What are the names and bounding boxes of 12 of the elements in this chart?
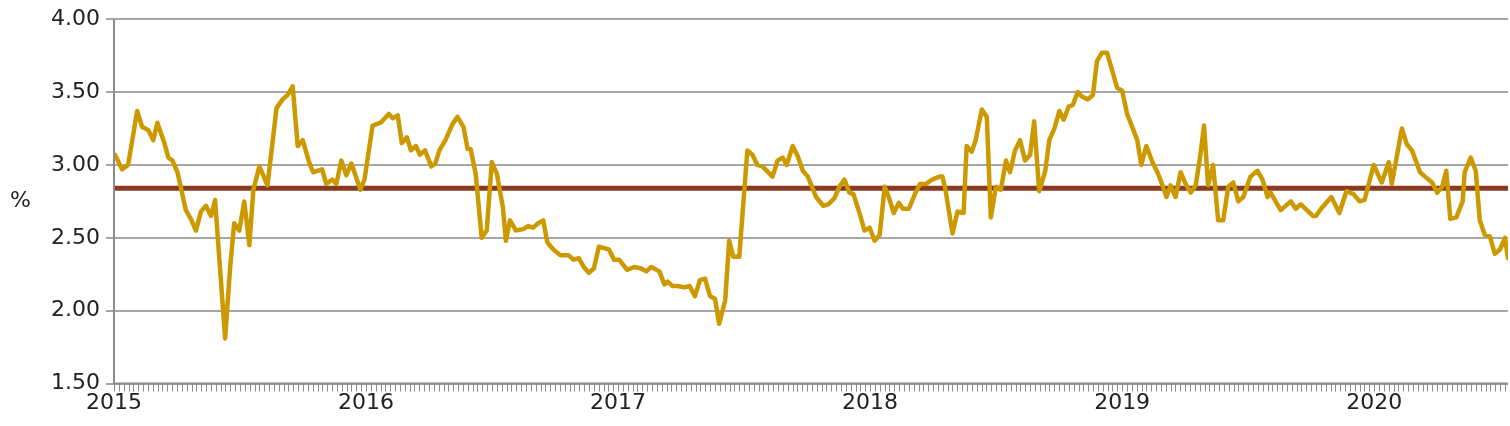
y-tick-label: 3.50 [51,77,100,103]
y-tick-label: 4.00 [51,4,100,30]
y-axis-title: % [10,187,31,213]
x-tick-label: 2019 [1094,388,1151,414]
x-tick-label: 2018 [842,388,899,414]
x-tick-label: 2017 [590,388,647,414]
y-tick-label: 3.00 [51,150,100,176]
y-tick-label: 2.00 [51,296,100,322]
y-tick-label: 2.50 [51,223,100,249]
x-tick-label: 2016 [338,388,395,414]
x-tick-label: 2015 [85,388,142,414]
x-tick-label: 2020 [1346,388,1403,414]
